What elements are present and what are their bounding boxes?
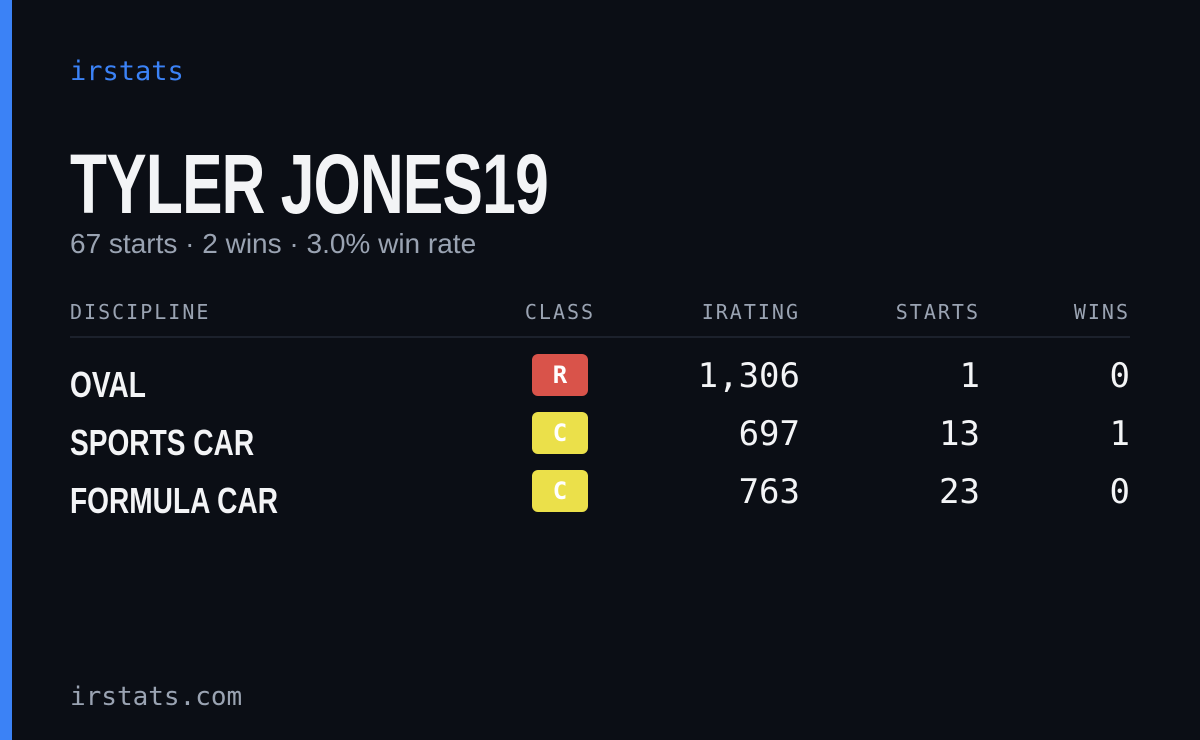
discipline: SPORTS CAR [70,422,255,463]
column-header: DISCIPLINE [70,300,211,324]
driver-name: TYLER JONES19 [70,137,549,231]
brand: irstats [70,56,184,87]
irating: 1,306 [697,356,800,396]
wins: 1 [1109,414,1130,454]
irating: 697 [738,414,800,454]
irating: 763 [738,472,800,512]
starts: 1 [959,356,980,396]
discipline: FORMULA CAR [70,480,278,521]
column-header: WINS [1073,300,1130,324]
column-header: CLASS [524,300,596,324]
wins: 0 [1109,356,1130,396]
footer: irstats.com [70,682,243,712]
wins: 0 [1109,472,1130,512]
column-header: STARTS [895,300,980,324]
header-rule [70,336,1130,338]
starts: 23 [939,472,980,512]
starts: 13 [939,414,980,454]
driver-summary: 67 starts · 2 wins · 3.0% win rate [70,228,477,259]
class-badge: C [532,412,588,454]
accent-bar [0,0,12,740]
column-header: IRATING [701,300,800,324]
discipline: OVAL [70,364,146,405]
class-badge: C [532,470,588,512]
class-badge: R [532,354,588,396]
